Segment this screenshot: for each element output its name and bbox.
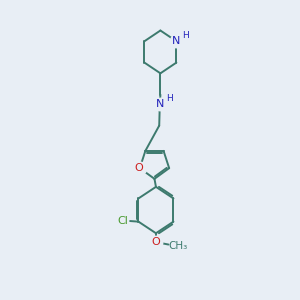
- Text: O: O: [135, 163, 143, 173]
- Text: O: O: [152, 237, 160, 247]
- Text: N: N: [156, 99, 164, 109]
- Text: H: H: [166, 94, 173, 103]
- Text: Cl: Cl: [118, 216, 128, 226]
- Text: N: N: [172, 36, 181, 46]
- Text: CH₃: CH₃: [169, 241, 188, 251]
- Text: H: H: [182, 32, 189, 40]
